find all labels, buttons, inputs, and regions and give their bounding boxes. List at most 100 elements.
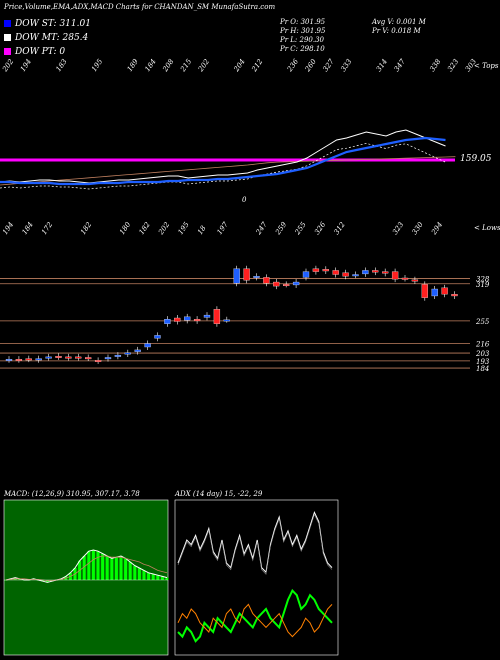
candle: [55, 356, 62, 358]
candle: [114, 354, 122, 357]
candle: [233, 268, 240, 284]
candle: [451, 294, 458, 297]
candle: [253, 276, 260, 278]
candle: [35, 358, 42, 361]
macd-histogram-bar: [82, 556, 86, 580]
macd-line: [5, 555, 168, 581]
candle: [243, 268, 250, 281]
legend-dow-mt: DOW MT: 285.4: [4, 33, 88, 43]
candle: [372, 270, 379, 273]
candle: [15, 359, 23, 361]
candle: [391, 271, 399, 280]
candle: [273, 281, 280, 287]
macd-histogram-bar: [165, 577, 169, 580]
top-label: 208: [161, 57, 176, 74]
low-label: 294: [430, 221, 445, 237]
avg-volume: Avg V: 0.001 M: [372, 18, 426, 26]
legend-dow-st: DOW ST: 311.01: [4, 19, 91, 29]
top-label: 314: [375, 58, 389, 74]
macd-histogram-bar: [45, 580, 49, 583]
candle: [431, 288, 438, 297]
low-label: 255: [293, 220, 308, 237]
low-label: 184: [21, 221, 35, 237]
candle: [302, 271, 310, 278]
macd-histogram-bar: [110, 558, 114, 580]
level-label: 203: [475, 350, 490, 358]
top-label: 347: [393, 57, 408, 73]
candle: [292, 281, 300, 286]
adx-shadow-line: [177, 513, 333, 575]
macd-histogram-bar: [87, 551, 91, 580]
macd-histogram-bar: [142, 570, 146, 580]
candle: [441, 287, 448, 295]
candle: [45, 356, 52, 359]
low-label: 182: [138, 220, 153, 236]
macd-histogram-bar: [96, 551, 100, 580]
candle: [5, 359, 13, 361]
low-label: 180: [118, 220, 133, 236]
low-label: 172: [40, 220, 55, 236]
ohlc-open: Pr O: 301.95: [280, 18, 326, 26]
level-label: 255: [475, 318, 490, 326]
adx-line: [177, 511, 333, 574]
macd-histogram-bar: [128, 562, 132, 580]
low-label: 259: [274, 220, 289, 237]
level-label: 319: [476, 281, 490, 289]
ema-long-line: [0, 156, 456, 186]
level-label: 193: [476, 358, 490, 366]
low-label: 194: [1, 221, 15, 237]
top-label: 202: [196, 57, 211, 74]
low-label: 182: [79, 220, 94, 236]
candle: [85, 357, 92, 360]
candle: [283, 284, 290, 287]
macd-histogram-bar: [18, 578, 22, 580]
dow-mt-line: [0, 143, 446, 190]
ema-value-label: 159.05: [460, 154, 492, 164]
top-label: 338: [428, 57, 443, 73]
candle: [312, 268, 320, 272]
macd-histogram-bar: [124, 558, 128, 580]
candle: [263, 277, 270, 284]
macd-histogram-bar: [105, 556, 109, 580]
candle: [25, 358, 32, 361]
top-label: 260: [303, 57, 318, 74]
lows-label: < Lows: [474, 224, 500, 232]
level-label: 216: [475, 341, 490, 349]
legend-swatch-blue: [4, 20, 11, 27]
top-label: 333: [339, 57, 354, 73]
ohlc-high: Pr H: 301.95: [280, 27, 326, 35]
candle: [124, 352, 131, 355]
candle: [164, 319, 171, 324]
candle: [411, 279, 419, 282]
top-label: 194: [19, 58, 33, 74]
top-label: 236: [285, 57, 300, 74]
volume: Pr V: 0.018 M: [372, 27, 421, 35]
low-label: 18: [196, 224, 208, 236]
top-label: 183: [54, 57, 69, 73]
macd-histogram-bar: [160, 576, 164, 580]
candle: [213, 309, 221, 324]
macd-histogram-bar: [41, 580, 45, 582]
adx-title: ADX (14 day) 15, -22, 29: [175, 490, 263, 498]
low-label: 312: [333, 220, 348, 236]
legend-swatch-white: [4, 34, 11, 41]
macd-histogram-bar: [119, 556, 123, 580]
zero-label: 0: [242, 196, 247, 204]
level-label: 328: [476, 276, 490, 284]
top-label: 195: [90, 57, 105, 73]
low-label: 195: [177, 220, 192, 236]
candle: [332, 270, 339, 275]
candle: [65, 356, 72, 359]
low-label: 326: [313, 220, 328, 236]
low-label: 197: [216, 220, 231, 236]
top-label: 204: [232, 58, 247, 74]
macd-histogram-bar: [137, 568, 141, 580]
low-label: 202: [157, 220, 172, 237]
level-label: 184: [476, 365, 489, 373]
tops-label: < Tops: [474, 62, 499, 70]
candle: [154, 335, 161, 339]
candle: [401, 277, 409, 280]
candle: [193, 319, 201, 322]
adx-line: [177, 603, 333, 638]
